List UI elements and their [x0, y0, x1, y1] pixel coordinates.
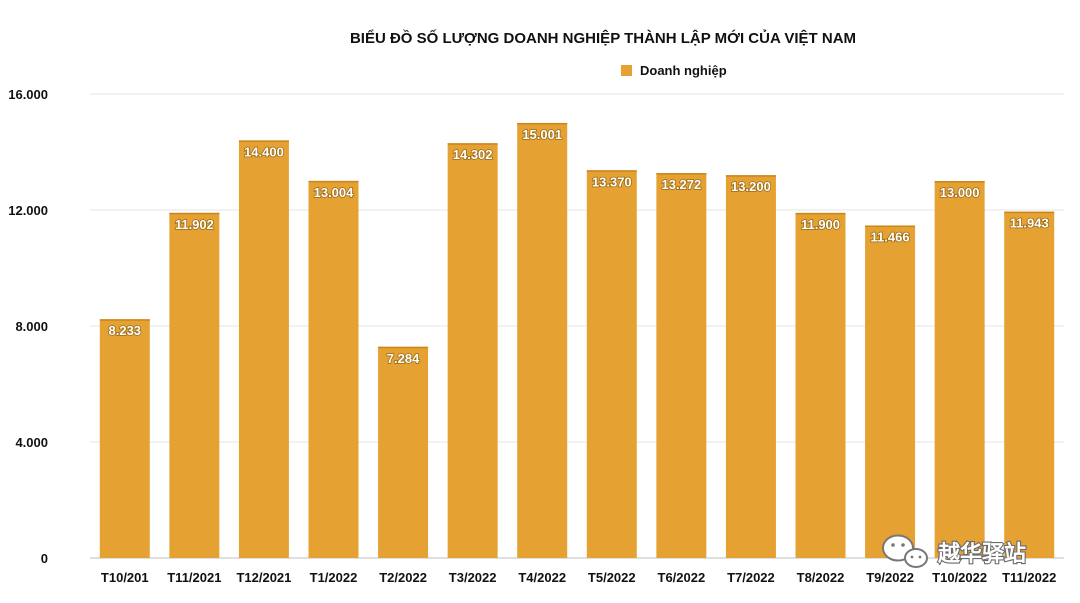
bar	[308, 180, 359, 558]
bar	[99, 319, 150, 558]
data-label: 11.900	[801, 217, 840, 232]
y-axis: 0 4.000 8.000 12.000 16.000	[8, 87, 48, 566]
y-tick-label: 16.000	[8, 87, 48, 102]
bar-top-edge	[99, 319, 150, 321]
bar-top-edge	[238, 140, 289, 142]
x-axis: T10/201 T11/2021 T12/2021 T1/2022 T2/2022 T3/…	[101, 570, 1056, 585]
bar-top-edge	[725, 175, 776, 177]
y-tick-label: 4.000	[15, 435, 48, 450]
bar	[378, 346, 429, 558]
bar	[725, 175, 776, 558]
y-tick-label: 8.000	[15, 319, 48, 334]
x-tick-label: T9/2022	[866, 570, 914, 585]
watermark: 越华驿站	[882, 534, 1027, 568]
x-tick-label: T3/2022	[449, 570, 497, 585]
bar-top-edge	[378, 346, 429, 349]
bar	[865, 225, 916, 558]
bar	[656, 173, 707, 558]
x-tick-label: T11/2021	[167, 570, 221, 585]
x-tick-label: T10/201	[101, 570, 149, 585]
data-label: 13.004	[314, 185, 355, 200]
data-label: 14.302	[453, 147, 493, 162]
data-label: 7.284	[387, 351, 420, 366]
data-label: 11.902	[175, 217, 214, 232]
data-label: 15.001	[522, 127, 562, 142]
gridlines	[90, 93, 1064, 559]
bar-top-edge	[169, 212, 220, 215]
x-tick-label: T1/2022	[310, 570, 358, 585]
x-tick-label: T2/2022	[379, 570, 427, 585]
bar-top-edge	[795, 212, 846, 215]
watermark-text: 越华驿站	[937, 541, 1026, 566]
bar	[169, 212, 220, 559]
y-tick-label: 12.000	[8, 203, 48, 218]
bar-top-edge	[934, 181, 985, 183]
data-labels: 8.233 11.902 14.400 13.004 7.284 14.302 15.001…	[108, 126, 1050, 366]
x-tick-label: T10/2022	[932, 570, 987, 585]
bar-top-edge	[447, 143, 498, 145]
bar	[447, 143, 498, 558]
bar	[1004, 211, 1055, 558]
x-tick-label: T5/2022	[588, 570, 636, 585]
bar-top-edge	[308, 180, 359, 183]
bar-top-edge	[586, 170, 637, 172]
data-label: 11.943	[1010, 216, 1049, 231]
bar	[934, 181, 985, 558]
bar	[586, 170, 637, 558]
legend: Doanh nghiệp	[621, 63, 727, 78]
bar-top-edge	[517, 122, 568, 125]
y-tick-label: 0	[41, 551, 48, 566]
data-label: 13.272	[661, 177, 701, 192]
bar-top-edge	[865, 225, 916, 227]
bar	[238, 140, 289, 558]
x-tick-label: T8/2022	[797, 570, 845, 585]
data-label: 14.400	[244, 144, 284, 159]
x-tick-label: T7/2022	[727, 570, 775, 585]
data-label: 11.466	[871, 229, 910, 244]
x-tick-label: T12/2021	[236, 570, 291, 585]
chart-title: BIỂU ĐỒ SỐ LƯỢNG DOANH NGHIỆP THÀNH LẬP …	[350, 29, 856, 47]
bar	[517, 122, 568, 558]
bars	[99, 122, 1055, 559]
data-label: 13.000	[940, 185, 980, 200]
data-label: 8.233	[109, 323, 142, 338]
x-tick-label: T6/2022	[658, 570, 706, 585]
bar	[795, 212, 846, 558]
x-tick-label: T11/2022	[1002, 570, 1056, 585]
bar-top-edge	[656, 173, 707, 175]
data-label: 13.370	[592, 174, 632, 189]
bar-top-edge	[1004, 211, 1055, 214]
legend-label: Doanh nghiệp	[640, 63, 727, 78]
wechat-icon	[882, 534, 928, 568]
legend-swatch	[621, 65, 632, 76]
data-label: 13.200	[731, 179, 771, 194]
x-tick-label: T4/2022	[518, 570, 566, 585]
